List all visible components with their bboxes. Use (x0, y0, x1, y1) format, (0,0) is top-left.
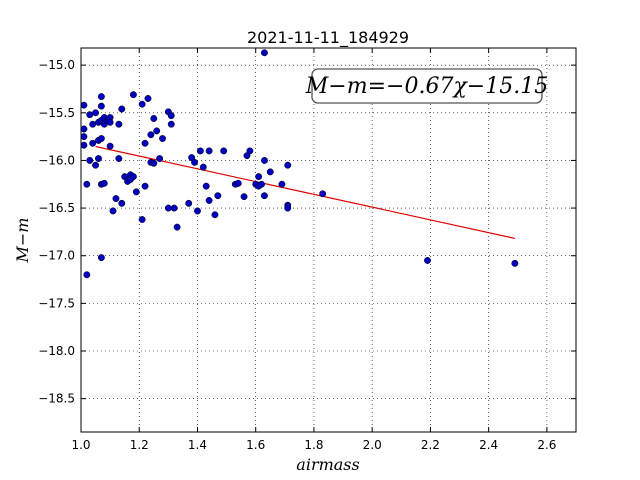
y-tick-label: −17.5 (38, 296, 75, 310)
y-tick-label: −15.0 (38, 58, 75, 72)
data-point (92, 109, 100, 117)
data-point (147, 131, 155, 139)
data-point (260, 49, 268, 57)
y-tick-label: −18.0 (38, 344, 75, 358)
data-point (80, 141, 88, 149)
data-point (266, 168, 274, 176)
chart-title: 2021-11-11_184929 (247, 28, 409, 48)
data-point (95, 155, 102, 162)
data-point (86, 156, 94, 164)
data-point (205, 197, 213, 204)
x-tick-label: 2.4 (479, 438, 498, 452)
x-axis-label: airmass (296, 455, 359, 474)
data-point (173, 223, 181, 231)
data-point (167, 112, 175, 120)
x-tick-label: 1.0 (71, 438, 90, 452)
data-point (156, 155, 164, 162)
data-point (106, 118, 114, 126)
data-point (141, 182, 149, 190)
data-point (167, 120, 175, 128)
data-point (511, 259, 519, 267)
data-point (97, 93, 105, 101)
x-tick-label: 2.0 (363, 438, 382, 452)
x-tick-label: 2.2 (421, 438, 440, 452)
data-point (170, 204, 178, 212)
data-point (150, 159, 158, 167)
data-point (115, 155, 123, 162)
x-tick-label: 1.4 (188, 438, 207, 452)
data-point (97, 135, 105, 142)
x-tick-label: 1.8 (304, 438, 323, 452)
data-point (138, 216, 146, 223)
data-point (284, 161, 292, 169)
data-point (196, 147, 204, 155)
data-point (278, 180, 286, 188)
data-point (153, 127, 161, 135)
fit-equation: M−m=−0.67χ−15.15 (305, 74, 548, 99)
data-point (260, 156, 268, 164)
data-point (205, 147, 213, 155)
data-point (80, 101, 88, 109)
data-point (144, 95, 152, 102)
data-point (92, 161, 100, 169)
y-tick-label: −15.5 (38, 106, 75, 120)
data-point (132, 188, 140, 196)
data-point (319, 190, 327, 198)
data-point (129, 91, 137, 99)
data-point (118, 199, 126, 207)
y-axis-label: M−m (13, 218, 32, 264)
data-point (80, 133, 88, 141)
data-point (240, 193, 248, 201)
data-point (129, 173, 137, 181)
data-point (109, 207, 117, 215)
data-point (260, 192, 268, 200)
data-point (284, 204, 292, 212)
data-point (185, 199, 193, 207)
data-point (89, 120, 97, 128)
data-point (138, 100, 146, 108)
data-point (115, 120, 123, 128)
data-point (246, 147, 254, 155)
data-point (97, 254, 105, 262)
y-tick-label: −17.0 (38, 249, 75, 263)
data-point (220, 147, 228, 155)
data-point (194, 207, 201, 215)
data-point (255, 173, 263, 181)
data-point (199, 163, 207, 171)
data-point (159, 135, 166, 142)
data-point (191, 158, 199, 166)
annotation-box (311, 68, 543, 104)
data-point (86, 111, 94, 119)
plot-area: 1.0 1.2 1.4 1.6 1.8 2.0 2.2 2.4 2.6 −15.0 −15.5 −16… (38, 47, 577, 452)
x-tick-label: 1.6 (246, 438, 265, 452)
fit-line (95, 145, 515, 239)
data-point (97, 102, 105, 110)
data-point (211, 211, 219, 219)
data-point (258, 180, 265, 188)
data-point (83, 180, 91, 188)
data-point (89, 139, 97, 147)
data-point (150, 115, 158, 122)
data-point (424, 257, 431, 264)
y-tick-label: −16.5 (38, 201, 75, 215)
data-point (80, 125, 88, 133)
plot-background (81, 48, 576, 432)
data-point (118, 105, 126, 113)
y-tick-label: −16.0 (38, 153, 75, 167)
y-tick-label: −18.5 (38, 392, 75, 406)
x-tick-label: 1.2 (130, 438, 149, 452)
data-point (214, 192, 222, 200)
data-point (112, 195, 120, 203)
data-point (141, 139, 149, 147)
data-point (164, 204, 172, 212)
data-point (202, 182, 210, 190)
data-point (100, 179, 108, 187)
axes-frame (80, 47, 577, 433)
x-tick-label: 2.6 (537, 438, 556, 452)
data-point (234, 179, 242, 187)
data-point (106, 142, 114, 150)
data-point (83, 271, 91, 279)
